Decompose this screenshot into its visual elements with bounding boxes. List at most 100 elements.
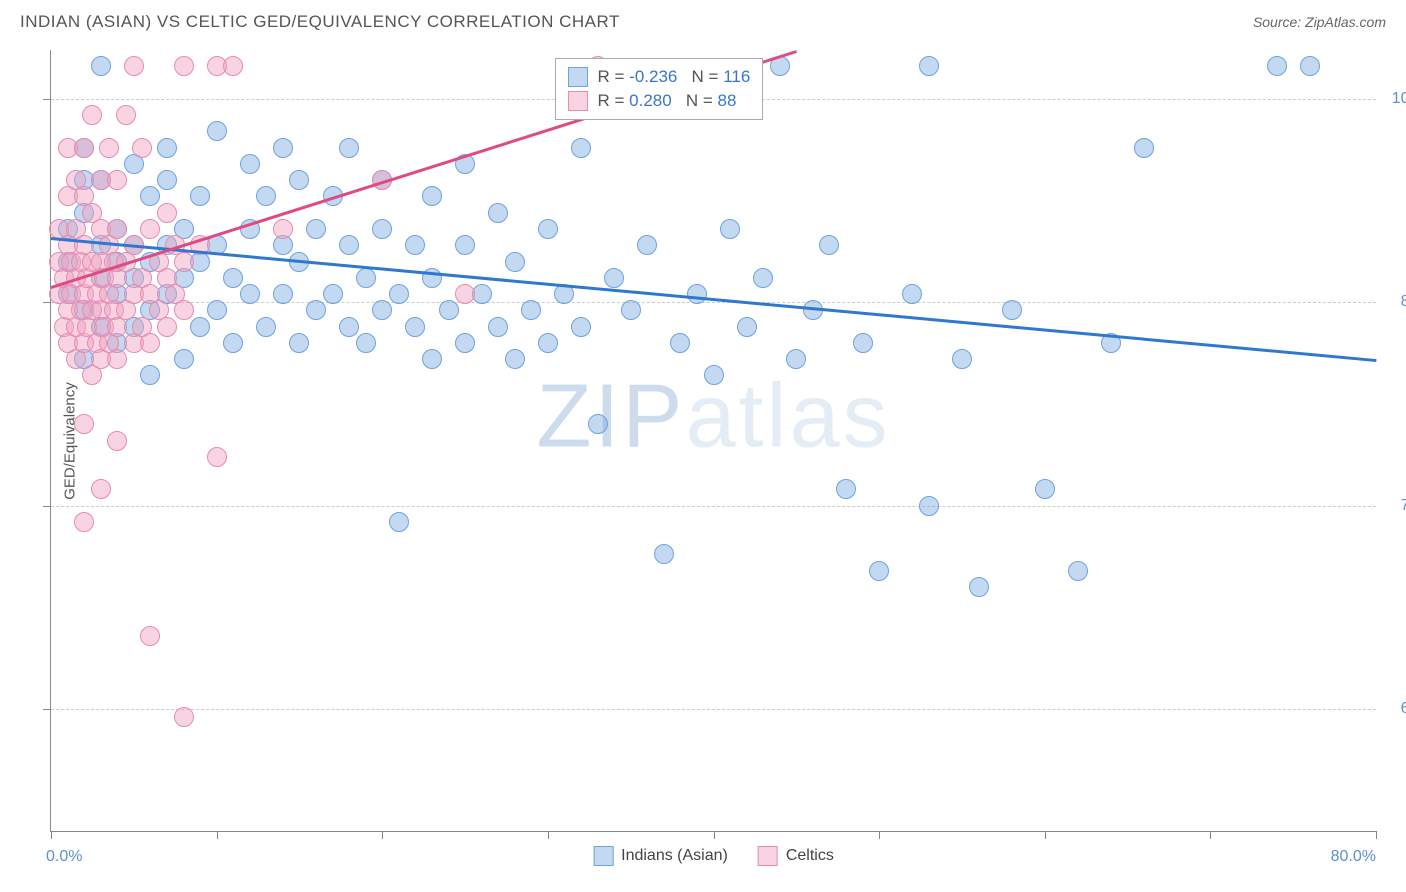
y-tick (43, 506, 51, 507)
x-tick (1045, 831, 1046, 839)
data-point (654, 544, 674, 564)
chart-container: GED/Equivalency ZIPatlas 62.5%75.0%87.5%… (50, 50, 1376, 832)
data-point (1002, 300, 1022, 320)
data-point (720, 219, 740, 239)
data-point (1134, 138, 1154, 158)
legend-swatch (593, 846, 613, 866)
y-tick (43, 302, 51, 303)
data-point (704, 365, 724, 385)
data-point (869, 561, 889, 581)
stats-legend-row: R = -0.236 N = 116 (568, 65, 751, 89)
data-point (157, 317, 177, 337)
data-point (356, 333, 376, 353)
data-point (116, 105, 136, 125)
data-point (339, 317, 359, 337)
data-point (273, 219, 293, 239)
stats-legend-row: R = 0.280 N = 88 (568, 89, 751, 113)
data-point (670, 333, 690, 353)
y-tick (43, 709, 51, 710)
x-max-label: 80.0% (1331, 848, 1376, 866)
data-point (372, 219, 392, 239)
data-point (273, 138, 293, 158)
data-point (140, 186, 160, 206)
legend-swatch (758, 846, 778, 866)
data-point (140, 333, 160, 353)
data-point (140, 626, 160, 646)
data-point (157, 138, 177, 158)
data-point (74, 512, 94, 532)
data-point (174, 56, 194, 76)
legend-swatch (568, 91, 588, 111)
data-point (488, 203, 508, 223)
data-point (538, 219, 558, 239)
y-tick-label: 100.0% (1386, 90, 1406, 108)
data-point (207, 447, 227, 467)
data-point (107, 431, 127, 451)
data-point (836, 479, 856, 499)
x-tick (217, 831, 218, 839)
data-point (621, 300, 641, 320)
data-point (174, 349, 194, 369)
data-point (74, 138, 94, 158)
data-point (405, 317, 425, 337)
data-point (637, 235, 657, 255)
data-point (132, 138, 152, 158)
data-point (256, 317, 276, 337)
data-point (91, 479, 111, 499)
data-point (389, 284, 409, 304)
data-point (969, 577, 989, 597)
data-point (902, 284, 922, 304)
data-point (223, 333, 243, 353)
data-point (439, 300, 459, 320)
data-point (82, 105, 102, 125)
y-tick-label: 75.0% (1386, 497, 1406, 515)
data-point (737, 317, 757, 337)
x-min-label: 0.0% (46, 848, 82, 866)
chart-header: INDIAN (ASIAN) VS CELTIC GED/EQUIVALENCY… (0, 0, 1406, 40)
data-point (256, 186, 276, 206)
y-tick (43, 99, 51, 100)
data-point (455, 235, 475, 255)
legend-label: Indians (Asian) (621, 847, 728, 865)
x-tick (714, 831, 715, 839)
stats-text: R = 0.280 N = 88 (598, 91, 737, 111)
data-point (223, 268, 243, 288)
data-point (207, 300, 227, 320)
gridline (51, 506, 1376, 507)
data-point (140, 219, 160, 239)
legend-label: Celtics (786, 847, 834, 865)
data-point (405, 235, 425, 255)
data-point (455, 284, 475, 304)
stats-legend: R = -0.236 N = 116R = 0.280 N = 88 (555, 58, 764, 120)
legend-item: Celtics (758, 846, 834, 866)
data-point (157, 170, 177, 190)
data-point (571, 317, 591, 337)
data-point (422, 186, 442, 206)
data-point (289, 170, 309, 190)
x-tick (879, 831, 880, 839)
chart-title: INDIAN (ASIAN) VS CELTIC GED/EQUIVALENCY… (20, 12, 620, 32)
data-point (356, 268, 376, 288)
data-point (140, 365, 160, 385)
x-tick (382, 831, 383, 839)
gridline (51, 709, 1376, 710)
data-point (74, 414, 94, 434)
data-point (521, 300, 541, 320)
data-point (190, 186, 210, 206)
x-tick (548, 831, 549, 839)
y-tick-label: 62.5% (1386, 700, 1406, 718)
data-point (919, 56, 939, 76)
data-point (1035, 479, 1055, 499)
data-point (687, 284, 707, 304)
legend-swatch (568, 67, 588, 87)
data-point (505, 252, 525, 272)
data-point (919, 496, 939, 516)
data-point (273, 284, 293, 304)
data-point (819, 235, 839, 255)
data-point (339, 235, 359, 255)
data-point (107, 170, 127, 190)
data-point (240, 284, 260, 304)
data-point (753, 268, 773, 288)
data-point (588, 414, 608, 434)
data-point (157, 203, 177, 223)
